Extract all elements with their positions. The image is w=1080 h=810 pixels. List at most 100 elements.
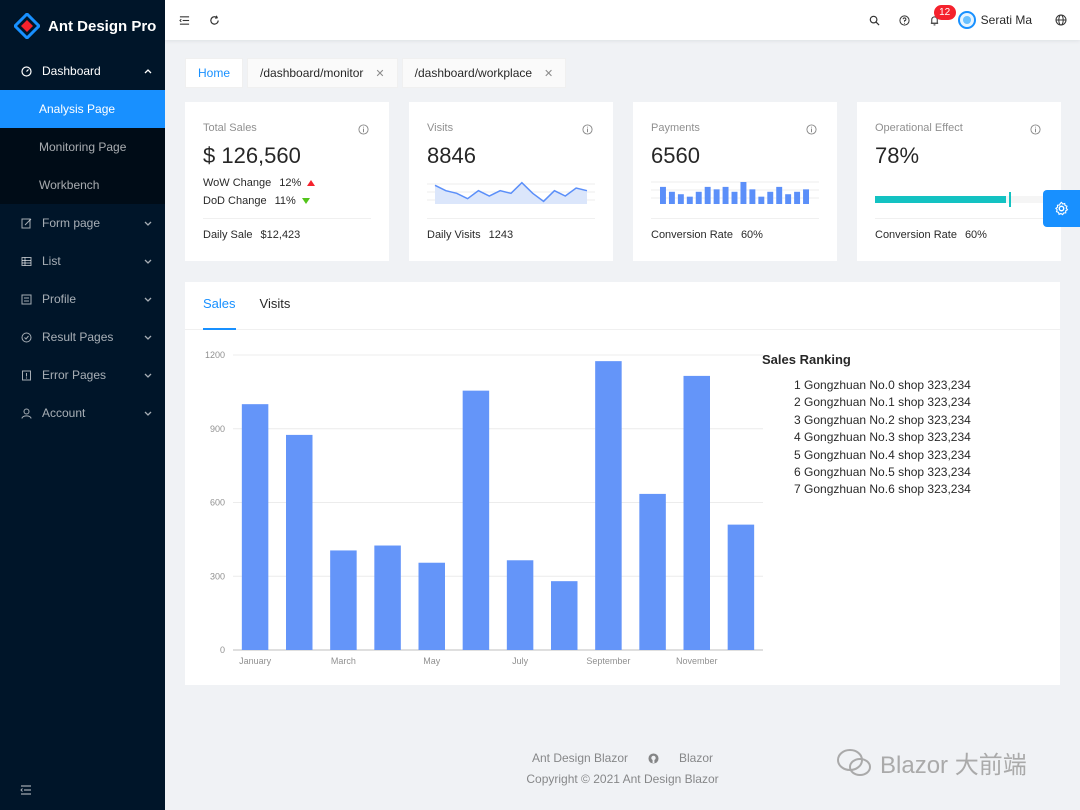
info-circle-icon[interactable]: [582, 124, 593, 135]
footer-label: Daily Visits: [427, 229, 481, 241]
mini-bar: [767, 191, 774, 204]
x-tick-label: July: [512, 656, 529, 666]
user-name: Serati Ma: [980, 13, 1032, 27]
chevron-down-icon: [144, 411, 152, 416]
progress-fill: [875, 196, 1007, 203]
sidebar-item-account[interactable]: Account: [0, 394, 165, 432]
sidebar-item-label: Form page: [42, 216, 101, 230]
chevron-down-icon: [144, 297, 152, 302]
github-icon[interactable]: [648, 752, 659, 764]
ranking-list: 1 Gongzhuan No.0 shop 323,234 2 Gongzhua…: [762, 377, 1022, 499]
dashboard-submenu: Analysis Page Monitoring Page Workbench: [0, 90, 165, 204]
trend-block: WoW Change 12% DoD Change 11%: [203, 174, 371, 214]
globe-icon: [1055, 14, 1067, 26]
mini-bar: [731, 191, 738, 204]
sidebar-item-label: Account: [42, 406, 86, 420]
progress-target-marker: [1009, 192, 1012, 207]
card-footer: Daily Sale $12,423: [203, 218, 371, 241]
question-circle-icon: [899, 14, 910, 26]
y-tick-label: 900: [210, 424, 225, 434]
mini-bar: [803, 189, 809, 204]
tab-dashboard-workplace[interactable]: /dashboard/workplace ✕: [401, 58, 567, 88]
settings-drawer-button[interactable]: [1043, 190, 1080, 227]
help-button[interactable]: [890, 0, 920, 40]
sidebar-item-result-pages[interactable]: Result Pages: [0, 318, 165, 356]
watermark: Blazor 大前端: [836, 745, 1027, 780]
sidebar-item-analysis-page[interactable]: Analysis Page: [0, 90, 165, 128]
info-circle-icon[interactable]: [1030, 124, 1041, 135]
x-tick-label: March: [331, 656, 356, 666]
top-header: 12 Serati Ma: [165, 0, 1080, 40]
menu-unfold-icon[interactable]: [20, 784, 32, 796]
user-menu[interactable]: Serati Ma: [950, 0, 1046, 40]
sidebar-item-workbench[interactable]: Workbench: [39, 178, 100, 192]
sidebar-item-dashboard[interactable]: Dashboard: [0, 52, 165, 90]
chevron-down-icon: [144, 335, 152, 340]
watermark-text: Blazor 大前端: [880, 752, 1027, 779]
sidebar-item-error-pages[interactable]: Error Pages: [0, 356, 165, 394]
sales-panel: Sales Visits 0 300 600 900 1200 January March M…: [185, 282, 1060, 685]
language-button[interactable]: [1046, 0, 1076, 40]
search-button[interactable]: [860, 0, 890, 40]
sidebar-item-profile[interactable]: Profile: [0, 280, 165, 318]
tab-home[interactable]: Home: [185, 58, 244, 88]
ant-design-logo-icon: [14, 13, 40, 39]
reload-button[interactable]: [199, 0, 229, 40]
collapse-menu-button[interactable]: [169, 0, 199, 40]
user-icon: [20, 407, 32, 419]
ranking-item: 1 Gongzhuan No.0 shop 323,234: [794, 378, 971, 392]
card-title: Total Sales: [203, 122, 257, 134]
caret-down-icon: [301, 198, 310, 204]
close-icon[interactable]: ✕: [544, 67, 554, 80]
close-icon[interactable]: ✕: [375, 67, 385, 80]
card-value: 78%: [875, 143, 920, 168]
x-tick-label: May: [423, 656, 441, 666]
warning-icon: [20, 369, 32, 381]
footer-label: Conversion Rate: [875, 229, 957, 241]
card-title: Operational Effect: [875, 122, 963, 134]
footer-link-blazor[interactable]: Blazor: [679, 751, 714, 765]
dod-change: DoD Change 11%: [203, 192, 371, 210]
reload-icon: [209, 15, 219, 25]
tab-label: /dashboard/monitor: [260, 66, 364, 80]
tab-visits[interactable]: Visits: [259, 296, 291, 311]
trend-label: DoD Change: [203, 195, 267, 207]
footer-links: Ant Design Blazor Blazor: [165, 748, 1080, 768]
footer-link-ant-design-blazor[interactable]: Ant Design Blazor: [531, 751, 629, 765]
page-tabs: Home /dashboard/monitor ✕ /dashboard/wor…: [185, 58, 570, 88]
tab-dashboard-monitor[interactable]: /dashboard/monitor ✕: [247, 58, 398, 88]
sidebar-menu: Dashboard Analysis Page Monitoring Page …: [0, 52, 165, 432]
total-sales-card: Total Sales $ 126,560 WoW Change 12% DoD…: [185, 102, 389, 261]
tab-sales[interactable]: Sales: [203, 282, 236, 330]
sidebar-item-form-page[interactable]: Form page: [0, 204, 165, 242]
mini-bar: [740, 182, 747, 204]
card-value: 6560: [651, 143, 700, 168]
footer-label: Conversion Rate: [651, 229, 733, 241]
info-circle-icon[interactable]: [358, 124, 369, 135]
chart-bar-august: [551, 581, 578, 650]
mini-bar: [677, 194, 684, 204]
ranking-item: 3 Gongzhuan No.2 shop 323,234: [794, 412, 971, 427]
ranking-item: 2 Gongzhuan No.1 shop 323,234: [794, 395, 971, 410]
y-tick-label: 0: [220, 645, 225, 655]
check-circle-icon: [20, 331, 32, 343]
sidebar-item-monitoring-page[interactable]: Monitoring Page: [39, 140, 127, 154]
form-icon: [20, 217, 32, 229]
logo[interactable]: Ant Design Pro: [0, 0, 165, 52]
progress-track: [875, 192, 1043, 207]
card-value: 8846: [427, 143, 476, 168]
info-circle-icon[interactable]: [806, 124, 817, 135]
chevron-down-icon: [144, 259, 152, 264]
x-tick-label: September: [586, 656, 630, 666]
card-title: Visits: [427, 122, 454, 134]
mini-bar: [660, 186, 666, 204]
sidebar-item-label: Result Pages: [42, 330, 114, 344]
chart-bar-may: [418, 562, 445, 650]
card-title: Payments: [651, 122, 700, 134]
table-icon: [20, 255, 32, 267]
page-footer: Ant Design Blazor Blazor Copyright © 202…: [165, 748, 1080, 786]
notification-button[interactable]: 12: [920, 0, 956, 40]
chart-bar-september: [595, 361, 622, 650]
mini-bar: [785, 194, 792, 204]
sidebar-item-list[interactable]: List: [0, 242, 165, 280]
